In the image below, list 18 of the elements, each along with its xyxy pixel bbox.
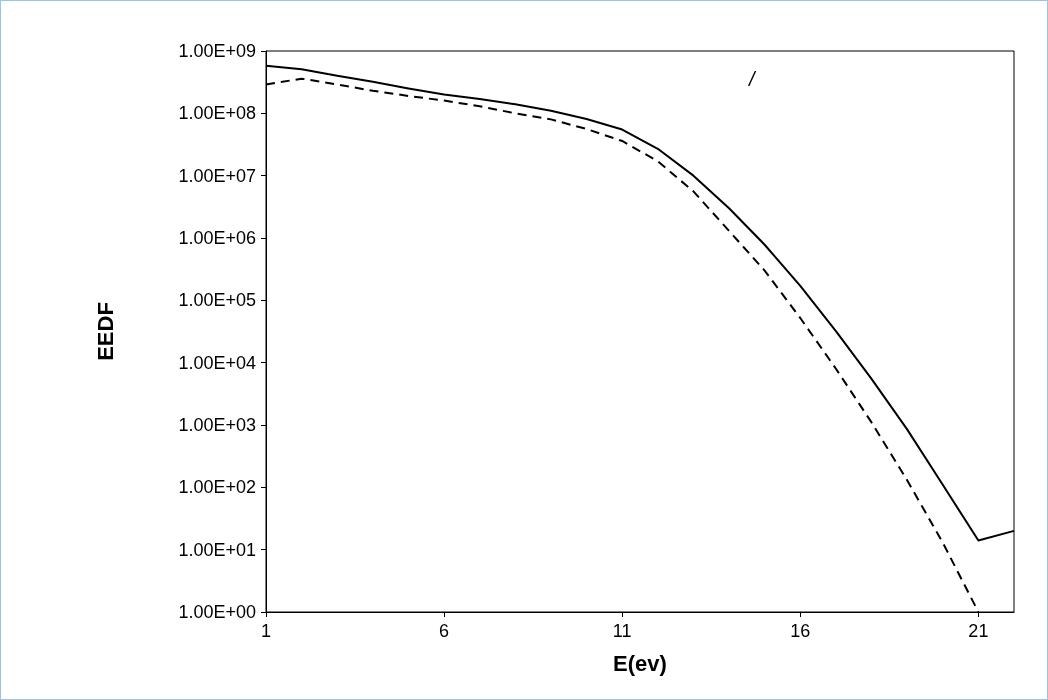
x-tick-label: 21 <box>968 621 989 641</box>
x-tick-label: 1 <box>260 621 272 641</box>
y-tick-label: 1.00E+02 <box>178 477 256 498</box>
y-tick-label: 1.00E+07 <box>178 165 256 186</box>
x-tick-label: 11 <box>612 621 632 641</box>
y-axis-title: EEDF <box>92 302 118 361</box>
y-tick-label: 1.00E+00 <box>178 602 256 622</box>
x-axis-title: E(ev) <box>613 650 667 676</box>
y-tick-label: 1.00E+04 <box>178 352 256 373</box>
y-tick-label: 1.00E+03 <box>178 415 256 435</box>
y-tick-label: 1.00E+06 <box>178 228 256 248</box>
y-tick-label: 1.00E+09 <box>178 41 256 61</box>
x-tick-label: 16 <box>790 621 811 641</box>
annotation: / <box>747 68 757 90</box>
y-tick-label: 1.00E+01 <box>178 539 256 560</box>
y-tick-label: 1.00E+08 <box>178 103 256 124</box>
y-tick-label: 1.00E+05 <box>178 290 256 311</box>
x-tick-label: 6 <box>439 621 450 641</box>
